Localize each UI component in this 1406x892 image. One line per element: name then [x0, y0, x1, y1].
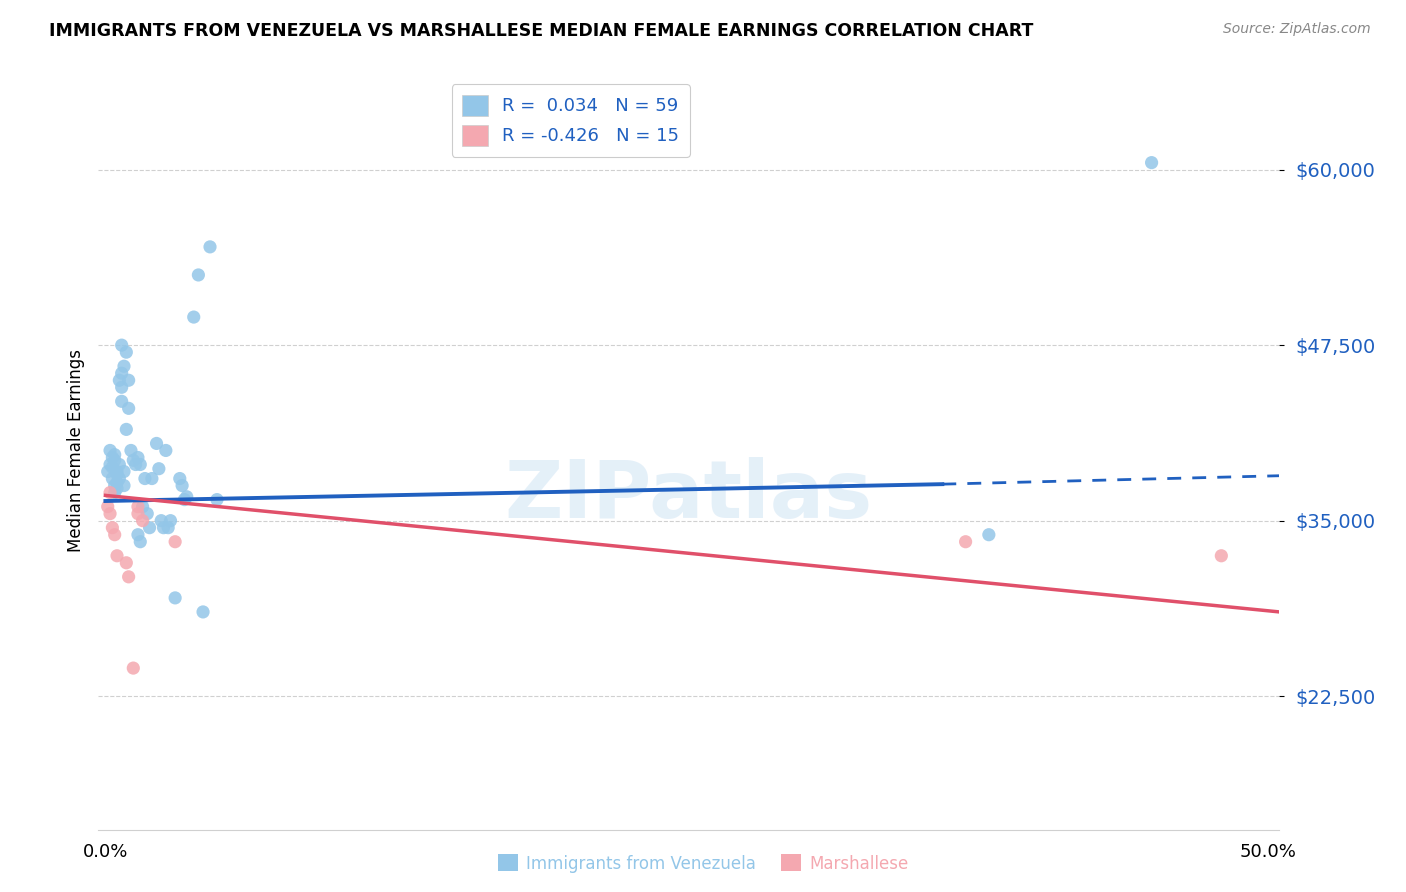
- Point: [98, 443, 121, 458]
- Text: IMMIGRANTS FROM VENEZUELA VS MARSHALLESE MEDIAN FEMALE EARNINGS CORRELATION CHAR: IMMIGRANTS FROM VENEZUELA VS MARSHALLESE…: [49, 22, 1033, 40]
- Point: [104, 485, 127, 500]
- Point: [108, 458, 131, 472]
- Point: [159, 514, 181, 528]
- Point: [117, 401, 139, 416]
- Point: [127, 507, 149, 521]
- Point: [176, 490, 198, 504]
- Point: [124, 458, 146, 472]
- Point: [97, 500, 120, 514]
- Point: [117, 570, 139, 584]
- Point: [111, 366, 134, 380]
- Point: [115, 345, 138, 359]
- Point: [138, 521, 160, 535]
- Legend: R =  0.034   N = 59, R = -0.426   N = 15: R = 0.034 N = 59, R = -0.426 N = 15: [451, 84, 690, 157]
- Point: [134, 471, 156, 485]
- Point: [105, 549, 128, 563]
- Point: [1211, 549, 1233, 563]
- Point: [152, 521, 174, 535]
- Point: [122, 453, 145, 467]
- Point: [169, 471, 191, 485]
- Point: [127, 500, 149, 514]
- Y-axis label: Median Female Earnings: Median Female Earnings: [66, 349, 84, 552]
- Point: [129, 458, 152, 472]
- Point: [111, 380, 134, 394]
- Text: Source: ZipAtlas.com: Source: ZipAtlas.com: [1223, 22, 1371, 37]
- Point: [98, 458, 121, 472]
- Point: [955, 534, 977, 549]
- Point: [150, 514, 173, 528]
- Point: [129, 534, 152, 549]
- Legend: Immigrants from Venezuela, Marshallese: Immigrants from Venezuela, Marshallese: [491, 847, 915, 880]
- Point: [104, 527, 127, 541]
- Point: [122, 661, 145, 675]
- Point: [205, 492, 228, 507]
- Point: [172, 478, 194, 492]
- Point: [198, 240, 221, 254]
- Point: [1140, 155, 1163, 169]
- Point: [157, 521, 180, 535]
- Point: [977, 527, 1000, 541]
- Point: [120, 443, 142, 458]
- Point: [104, 478, 127, 492]
- Point: [98, 507, 121, 521]
- Point: [105, 482, 128, 496]
- Point: [98, 485, 121, 500]
- Point: [108, 373, 131, 387]
- Point: [101, 521, 124, 535]
- Point: [104, 448, 127, 462]
- Point: [127, 450, 149, 465]
- Point: [115, 422, 138, 436]
- Point: [145, 436, 167, 450]
- Point: [105, 465, 128, 479]
- Point: [191, 605, 214, 619]
- Text: ZIPatlas: ZIPatlas: [505, 457, 873, 535]
- Point: [101, 460, 124, 475]
- Point: [108, 471, 131, 485]
- Point: [131, 514, 153, 528]
- Point: [104, 453, 127, 467]
- Point: [112, 465, 135, 479]
- Point: [97, 465, 120, 479]
- Point: [141, 471, 163, 485]
- Point: [115, 556, 138, 570]
- Point: [165, 591, 187, 605]
- Point: [155, 443, 177, 458]
- Point: [131, 500, 153, 514]
- Point: [117, 373, 139, 387]
- Point: [183, 310, 205, 324]
- Point: [173, 492, 195, 507]
- Point: [112, 478, 135, 492]
- Point: [127, 527, 149, 541]
- Point: [105, 475, 128, 490]
- Point: [165, 534, 187, 549]
- Point: [101, 450, 124, 465]
- Point: [111, 394, 134, 409]
- Point: [136, 507, 159, 521]
- Point: [187, 268, 209, 282]
- Point: [112, 359, 135, 374]
- Point: [105, 467, 128, 482]
- Point: [101, 471, 124, 485]
- Point: [111, 338, 134, 352]
- Point: [148, 461, 170, 475]
